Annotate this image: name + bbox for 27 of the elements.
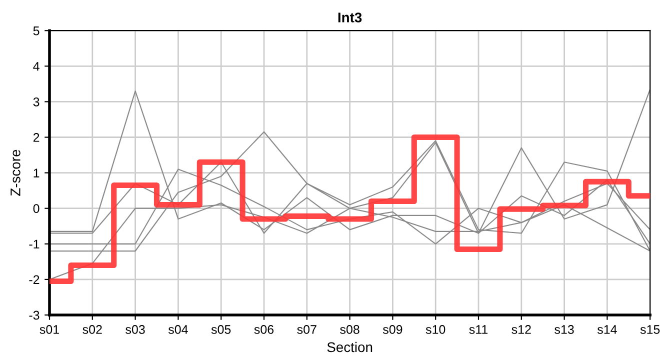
- x-tick-label: s04: [168, 325, 188, 334]
- x-tick-label: s12: [512, 325, 531, 334]
- x-tick-label: s01: [40, 325, 59, 334]
- x-tick-label: s15: [640, 325, 660, 334]
- y-axis-title: Z-score: [10, 150, 20, 196]
- x-tick-label: s10: [426, 325, 446, 334]
- x-tick-label: s08: [340, 325, 360, 334]
- x-tick-label: s14: [597, 325, 617, 334]
- y-tick-label: 4: [33, 62, 40, 71]
- y-tick-label: -1: [29, 240, 40, 248]
- y-tick-label: -3: [29, 310, 40, 320]
- y-tick-label: 3: [33, 98, 40, 106]
- x-tick-label: s11: [469, 325, 488, 334]
- x-tick-label: s02: [82, 325, 102, 334]
- y-tick-label: 5: [33, 26, 40, 36]
- y-tick-label: -2: [29, 275, 40, 284]
- y-tick-label: 2: [33, 133, 40, 142]
- x-tick-label: s07: [297, 325, 316, 334]
- x-axis-title: Section: [327, 342, 372, 352]
- x-tick-label: s13: [554, 325, 574, 334]
- y-tick-label: 0: [33, 204, 40, 213]
- x-tick-label: s09: [382, 325, 402, 334]
- x-tick-label: s05: [211, 325, 231, 334]
- x-tick-label: s06: [254, 325, 274, 334]
- chart-title: Int3: [338, 12, 362, 22]
- x-tick-label: s03: [126, 325, 145, 334]
- y-tick-label: 1: [34, 168, 40, 178]
